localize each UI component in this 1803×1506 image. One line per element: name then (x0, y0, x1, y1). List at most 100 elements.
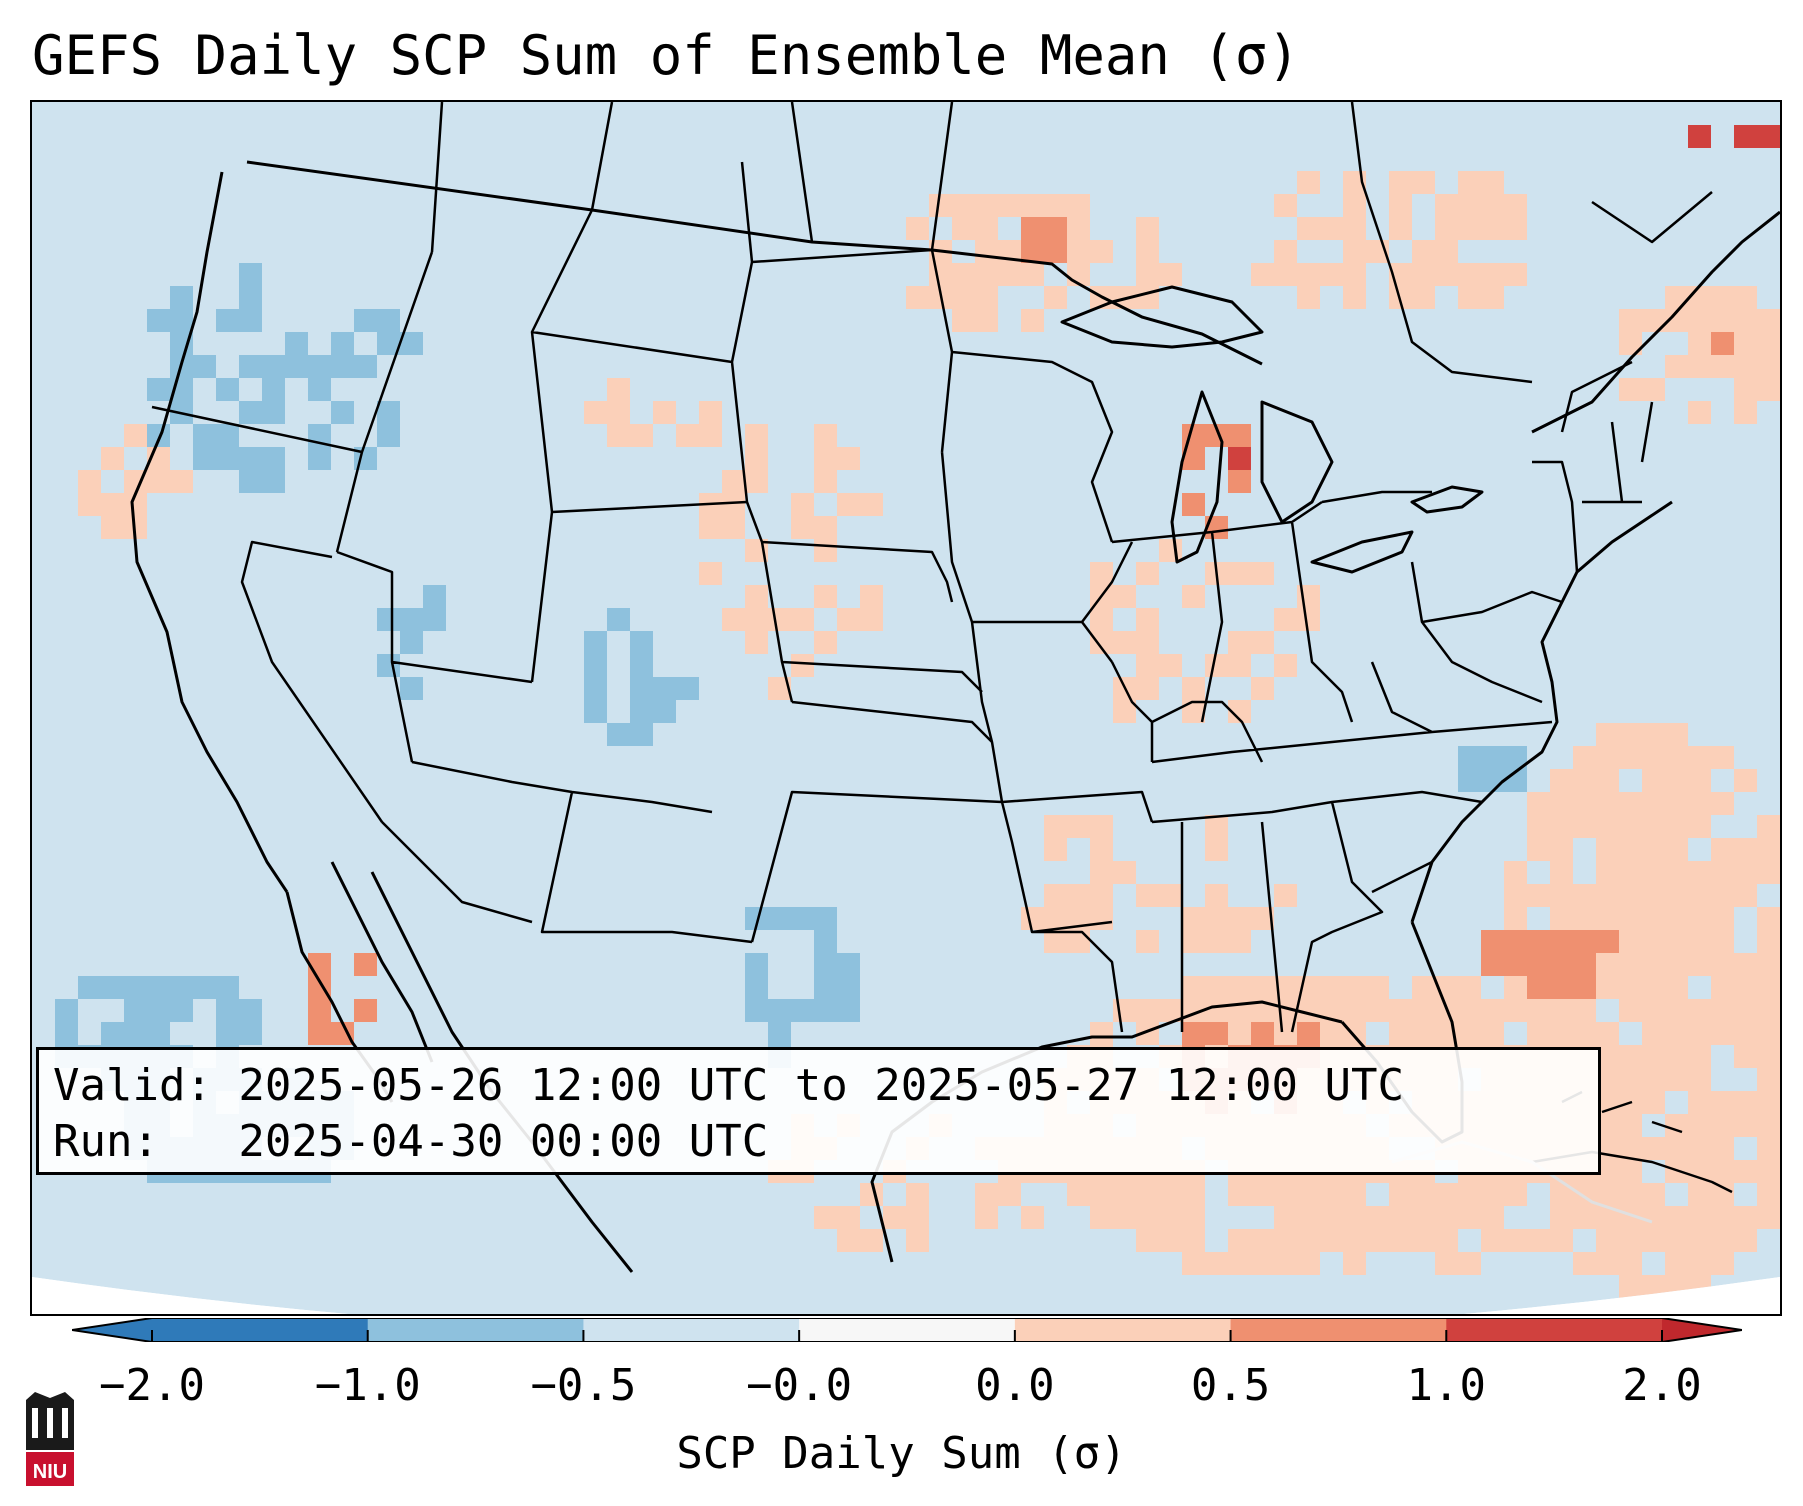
anomaly-cell (1688, 401, 1711, 424)
anomaly-cell (1412, 240, 1435, 263)
anomaly-cell (1320, 976, 1343, 999)
anomaly-cell (1527, 976, 1550, 999)
anomaly-cell (1734, 378, 1757, 401)
anomaly-cell (1619, 953, 1642, 976)
anomaly-cell (1619, 1229, 1642, 1252)
anomaly-cell (1113, 1183, 1136, 1206)
anomaly-cell (607, 378, 630, 401)
anomaly-cell (1481, 171, 1504, 194)
anomaly-cell (1734, 976, 1757, 999)
anomaly-cell (1757, 1160, 1780, 1183)
anomaly-cell (193, 355, 216, 378)
anomaly-cell (1297, 1229, 1320, 1252)
anomaly-cell (1665, 1045, 1688, 1068)
anomaly-cell (1550, 1229, 1573, 1252)
anomaly-cell (1182, 700, 1205, 723)
anomaly-cell (1458, 999, 1481, 1022)
anomaly-cell (699, 424, 722, 447)
anomaly-cell (699, 516, 722, 539)
anomaly-cell (1228, 1022, 1251, 1045)
anomaly-cell (1757, 332, 1780, 355)
anomaly-cell (1711, 907, 1734, 930)
lake-erie (1310, 530, 1414, 574)
lake-huron (1260, 400, 1334, 524)
anomaly-cell (1642, 1022, 1665, 1045)
anomaly-cell (1481, 999, 1504, 1022)
anomaly-cell (308, 1022, 331, 1045)
anomaly-cell (101, 516, 124, 539)
map-title: GEFS Daily SCP Sum of Ensemble Mean (σ) (32, 24, 1300, 87)
anomaly-cell (1688, 332, 1711, 355)
anomaly-cell (1136, 1206, 1159, 1229)
anomaly-cell (1090, 240, 1113, 263)
anomaly-cell (1067, 217, 1090, 240)
anomaly-cell (1642, 815, 1665, 838)
anomaly-cell (1642, 792, 1665, 815)
anomaly-cell (1136, 999, 1159, 1022)
anomaly-cell (1136, 263, 1159, 286)
anomaly-cell (1688, 1229, 1711, 1252)
anomaly-cell (1481, 953, 1504, 976)
anomaly-cell (1596, 976, 1619, 999)
anomaly-cell (1550, 930, 1573, 953)
anomaly-cell (1481, 1206, 1504, 1229)
anomaly-cell (1090, 562, 1113, 585)
anomaly-cell (1665, 355, 1688, 378)
anomaly-cell (1711, 1252, 1734, 1275)
anomaly-cell (1228, 976, 1251, 999)
anomaly-cell (1596, 1068, 1619, 1091)
anomaly-cell (147, 424, 170, 447)
anomaly-cell (147, 1022, 170, 1045)
anomaly-cell (607, 723, 630, 746)
anomaly-cell (653, 401, 676, 424)
anomaly-cell (1159, 539, 1182, 562)
anomaly-cell (653, 677, 676, 700)
anomaly-cell (1757, 1137, 1780, 1160)
anomaly-cell (1274, 1252, 1297, 1275)
anomaly-cell (1251, 1252, 1274, 1275)
anomaly-cell (1251, 631, 1274, 654)
anomaly-cell (1504, 953, 1527, 976)
anomaly-cell (1619, 976, 1642, 999)
anomaly-cell (1228, 631, 1251, 654)
colorbar-segment (583, 1318, 800, 1342)
anomaly-cell (1366, 976, 1389, 999)
anomaly-cell (791, 907, 814, 930)
anomaly-cell (952, 194, 975, 217)
gulf-of-california (330, 861, 434, 1063)
anomaly-cell (1688, 769, 1711, 792)
anomaly-cell (1343, 999, 1366, 1022)
anomaly-cell (791, 493, 814, 516)
anomaly-cell (1527, 930, 1550, 953)
lake-ontario (1410, 485, 1484, 514)
anomaly-cell (1665, 1022, 1688, 1045)
anomaly-cell (1757, 976, 1780, 999)
anomaly-cell (1527, 1022, 1550, 1045)
anomaly-cell (1642, 930, 1665, 953)
anomaly-cell (1274, 1183, 1297, 1206)
anomaly-cell (1435, 1229, 1458, 1252)
anomaly-cell (1504, 194, 1527, 217)
anomaly-cell (1205, 884, 1228, 907)
anomaly-cell (1757, 355, 1780, 378)
anomaly-cell (1573, 953, 1596, 976)
anomaly-cell (1596, 1183, 1619, 1206)
anomaly-cell (1389, 217, 1412, 240)
anomaly-cell (1389, 171, 1412, 194)
anomaly-cell (1734, 332, 1757, 355)
anomaly-cell (1550, 861, 1573, 884)
anomaly-cell (216, 378, 239, 401)
anomaly-cell (1665, 1160, 1688, 1183)
anomaly-cell (1136, 677, 1159, 700)
colorbar-tick-label: −1.0 (314, 1360, 421, 1411)
anomaly-cell (1734, 1022, 1757, 1045)
anomaly-cell (952, 309, 975, 332)
anomaly-cell (262, 355, 285, 378)
anomaly-cell (1021, 263, 1044, 286)
anomaly-cell (1665, 1229, 1688, 1252)
anomaly-cell (1182, 1206, 1205, 1229)
anomaly-cell (1274, 240, 1297, 263)
anomaly-cell (1251, 1229, 1274, 1252)
anomaly-cell (78, 976, 101, 999)
anomaly-cell (1251, 907, 1274, 930)
